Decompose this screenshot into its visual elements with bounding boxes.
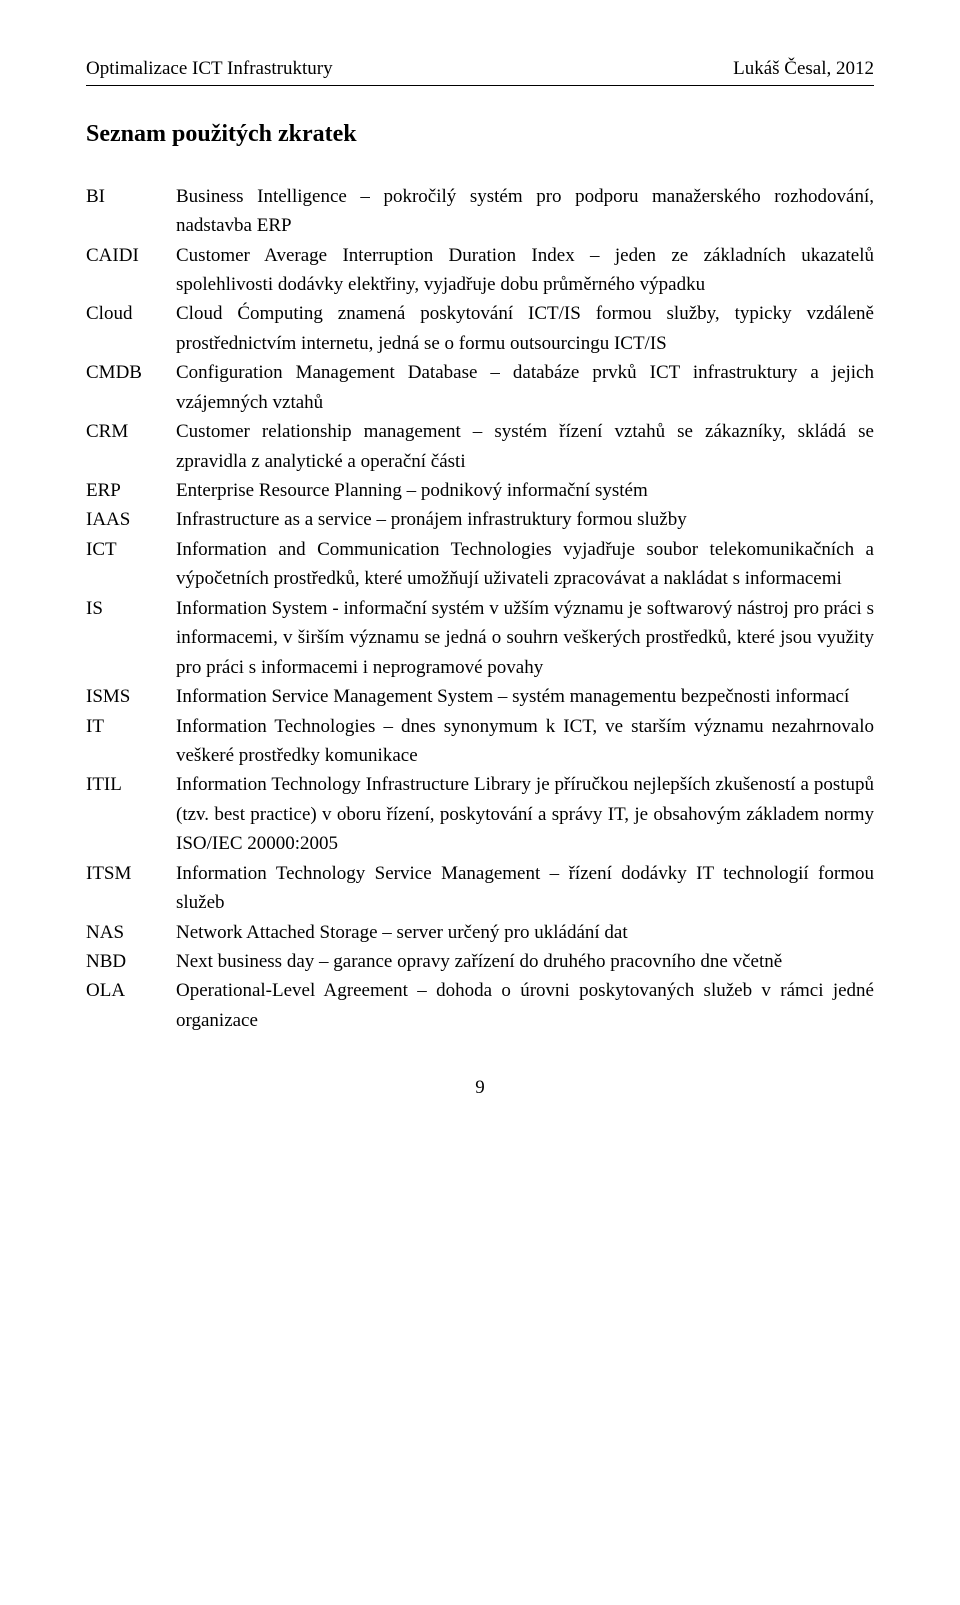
abbrev-definition: Information and Communication Technologi… bbox=[176, 535, 874, 594]
abbrev-term: OLA bbox=[86, 976, 176, 1005]
abbrev-term: NBD bbox=[86, 947, 176, 976]
abbrev-term: IS bbox=[86, 594, 176, 623]
abbrev-row: ISMSInformation Service Management Syste… bbox=[86, 682, 874, 711]
abbrev-row: ITSMInformation Technology Service Manag… bbox=[86, 859, 874, 918]
header-right: Lukáš Česal, 2012 bbox=[733, 54, 874, 83]
abbrev-definition: Business Intelligence – pokročilý systém… bbox=[176, 182, 874, 241]
abbrev-term: ITIL bbox=[86, 770, 176, 799]
abbrev-term: ERP bbox=[86, 476, 176, 505]
abbrev-definition: Network Attached Storage – server určený… bbox=[176, 918, 874, 947]
abbrev-row: CloudCloud Ćomputing znamená poskytování… bbox=[86, 299, 874, 358]
header-left: Optimalizace ICT Infrastruktury bbox=[86, 54, 333, 83]
abbrev-term: Cloud bbox=[86, 299, 176, 328]
abbrev-definition: Next business day – garance opravy zaříz… bbox=[176, 947, 874, 976]
abbrev-term: NAS bbox=[86, 918, 176, 947]
abbrev-row: NBDNext business day – garance opravy za… bbox=[86, 947, 874, 976]
abbrev-row: ISInformation System - informační systém… bbox=[86, 594, 874, 682]
abbrev-definition: Operational-Level Agreement – dohoda o ú… bbox=[176, 976, 874, 1035]
abbreviation-list: BIBusiness Intelligence – pokročilý syst… bbox=[86, 182, 874, 1036]
abbrev-definition: Configuration Management Database – data… bbox=[176, 358, 874, 417]
abbrev-definition: Customer relationship management – systé… bbox=[176, 417, 874, 476]
abbrev-definition: Information Technologies – dnes synonymu… bbox=[176, 712, 874, 771]
abbrev-definition: Cloud Ćomputing znamená poskytování ICT/… bbox=[176, 299, 874, 358]
abbrev-row: CAIDICustomer Average Interruption Durat… bbox=[86, 241, 874, 300]
abbrev-term: ICT bbox=[86, 535, 176, 564]
abbrev-row: ERPEnterprise Resource Planning – podnik… bbox=[86, 476, 874, 505]
abbrev-row: ITILInformation Technology Infrastructur… bbox=[86, 770, 874, 858]
abbrev-term: IT bbox=[86, 712, 176, 741]
section-title: Seznam použitých zkratek bbox=[86, 116, 874, 153]
abbrev-term: ITSM bbox=[86, 859, 176, 888]
abbrev-definition: Information Technology Infrastructure Li… bbox=[176, 770, 874, 858]
abbrev-row: CMDBConfiguration Management Database – … bbox=[86, 358, 874, 417]
abbrev-row: ITInformation Technologies – dnes synony… bbox=[86, 712, 874, 771]
abbrev-row: IAASInfrastructure as a service – pronáj… bbox=[86, 505, 874, 534]
abbrev-row: NASNetwork Attached Storage – server urč… bbox=[86, 918, 874, 947]
page-header: Optimalizace ICT Infrastruktury Lukáš Če… bbox=[86, 54, 874, 83]
abbrev-definition: Information System - informační systém v… bbox=[176, 594, 874, 682]
abbrev-row: BIBusiness Intelligence – pokročilý syst… bbox=[86, 182, 874, 241]
abbrev-definition: Enterprise Resource Planning – podnikový… bbox=[176, 476, 874, 505]
abbrev-term: CRM bbox=[86, 417, 176, 446]
abbrev-term: BI bbox=[86, 182, 176, 211]
abbrev-row: CRMCustomer relationship management – sy… bbox=[86, 417, 874, 476]
abbrev-definition: Information Service Management System – … bbox=[176, 682, 874, 711]
header-divider bbox=[86, 85, 874, 86]
abbrev-row: ICTInformation and Communication Technol… bbox=[86, 535, 874, 594]
abbrev-row: OLAOperational-Level Agreement – dohoda … bbox=[86, 976, 874, 1035]
abbrev-definition: Customer Average Interruption Duration I… bbox=[176, 241, 874, 300]
page-number: 9 bbox=[86, 1073, 874, 1102]
abbrev-term: CAIDI bbox=[86, 241, 176, 270]
abbrev-term: ISMS bbox=[86, 682, 176, 711]
abbrev-definition: Infrastructure as a service – pronájem i… bbox=[176, 505, 874, 534]
abbrev-definition: Information Technology Service Managemen… bbox=[176, 859, 874, 918]
abbrev-term: CMDB bbox=[86, 358, 176, 387]
abbrev-term: IAAS bbox=[86, 505, 176, 534]
